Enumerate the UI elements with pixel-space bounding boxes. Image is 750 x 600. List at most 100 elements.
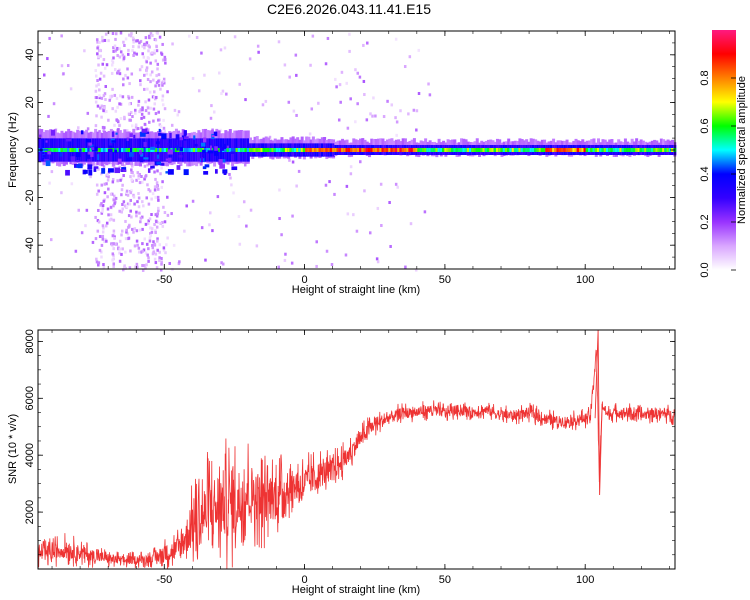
band-blotch <box>88 142 93 146</box>
spectrogram-cell <box>160 166 163 170</box>
spectrogram-cell <box>126 193 130 197</box>
spectrogram-cell <box>137 45 141 49</box>
band-core <box>552 148 556 152</box>
band-core <box>148 148 152 152</box>
spectrogram-cell <box>112 198 115 202</box>
colorbar-tick-label: 0.6 <box>699 118 711 133</box>
band-core <box>154 148 158 152</box>
band-core <box>359 148 363 152</box>
spectrogram-cell <box>52 102 56 106</box>
spectrogram-cell <box>96 79 99 83</box>
band-core <box>329 148 333 152</box>
top-x-ticks: -50 0 50 100 <box>51 31 670 286</box>
band-blotch <box>219 164 225 169</box>
spectrogram-cell <box>415 109 419 113</box>
spectrogram-cell <box>132 54 135 58</box>
band-core <box>150 148 154 152</box>
spectrogram-cell <box>98 88 101 92</box>
spectrogram-cell <box>111 178 115 182</box>
band-core <box>435 148 439 152</box>
spectrogram-cell <box>143 73 146 77</box>
band-core <box>105 148 109 152</box>
band-blotch <box>202 149 206 154</box>
spectrogram-cell <box>96 40 99 44</box>
spectrogram-cell <box>163 211 167 215</box>
band-core <box>614 148 618 152</box>
spectrogram-cell <box>162 205 165 209</box>
spectrogram-cell <box>100 183 104 187</box>
spectrogram-cell <box>121 247 124 251</box>
band-core <box>338 148 342 152</box>
band-blotch <box>222 159 226 163</box>
band-core <box>662 148 666 152</box>
band-core <box>305 148 309 152</box>
band-blotch <box>59 152 63 157</box>
band-core <box>249 148 253 152</box>
band-core <box>473 148 477 152</box>
spectrogram-cell <box>135 214 138 218</box>
spectrogram-cell <box>417 91 421 95</box>
band-blotch <box>167 169 174 175</box>
spectrogram-cell <box>109 192 113 196</box>
spectrogram-cell <box>354 120 357 124</box>
band-blotch <box>45 160 51 167</box>
spectrogram-cell <box>345 184 349 188</box>
band-core <box>345 148 349 152</box>
spectrogram-cell <box>122 265 126 269</box>
spectrogram-cell <box>135 39 138 43</box>
spectrogram-cell <box>291 160 295 164</box>
spectrogram-cell <box>149 61 152 65</box>
spectrogram-cell <box>166 236 169 240</box>
spectrogram-cell <box>134 125 138 129</box>
spectrogram-cell <box>114 242 117 246</box>
band-core <box>403 148 407 152</box>
spectrogram-cell <box>166 195 169 199</box>
band-core <box>181 148 185 152</box>
spectrogram-cell <box>120 193 123 197</box>
band-core <box>183 148 187 152</box>
y-tick-label: 8000 <box>24 329 36 353</box>
band-blotch <box>202 137 207 143</box>
band-blotch <box>161 133 167 140</box>
spectrogram-band <box>38 128 677 176</box>
spectrogram-cell <box>129 111 133 115</box>
spectrogram-cell <box>118 102 121 106</box>
band-core <box>58 148 62 152</box>
spectrogram-cell <box>126 76 130 80</box>
spectrogram-cell <box>100 202 103 206</box>
spectrogram-cell <box>154 177 157 181</box>
spectrogram-cell <box>261 103 265 107</box>
spectrogram-cell <box>154 59 158 63</box>
spectrogram-cell <box>143 177 146 181</box>
spectrogram-cell <box>48 36 51 40</box>
spectrogram-cell <box>151 192 155 196</box>
spectrogram-cell <box>309 63 312 67</box>
band-blotch <box>200 157 204 163</box>
spectrogram-cell <box>129 209 132 213</box>
spectrogram-cell <box>375 257 379 261</box>
band-core <box>121 148 125 152</box>
spectrogram-cell <box>96 46 99 50</box>
spectrogram-cell <box>154 213 158 217</box>
band-blotch <box>203 171 209 175</box>
x-tick-label: -50 <box>156 574 172 586</box>
x-tick-label: 100 <box>576 574 594 586</box>
spectrogram-cell <box>118 94 122 98</box>
spectrogram-cell <box>154 231 157 235</box>
bottom-x-ticks: -50 0 50 100 <box>51 330 670 586</box>
band-blotch <box>75 152 81 158</box>
spectrogram-cell <box>110 71 114 75</box>
spectrogram-cell <box>124 73 127 77</box>
band-blotch <box>154 159 160 163</box>
spectrogram-cell <box>98 48 102 52</box>
spectrogram-cell <box>119 31 123 35</box>
spectrogram-cell <box>146 56 150 60</box>
band-core <box>383 148 387 152</box>
spectrogram-cell <box>157 209 160 213</box>
spectrogram-cell <box>140 126 143 130</box>
spectrogram-cell <box>141 227 144 231</box>
spectrogram-cell <box>151 243 154 247</box>
band-blotch <box>183 130 187 136</box>
spectrogram-cell <box>142 204 145 208</box>
band-core <box>314 148 318 152</box>
